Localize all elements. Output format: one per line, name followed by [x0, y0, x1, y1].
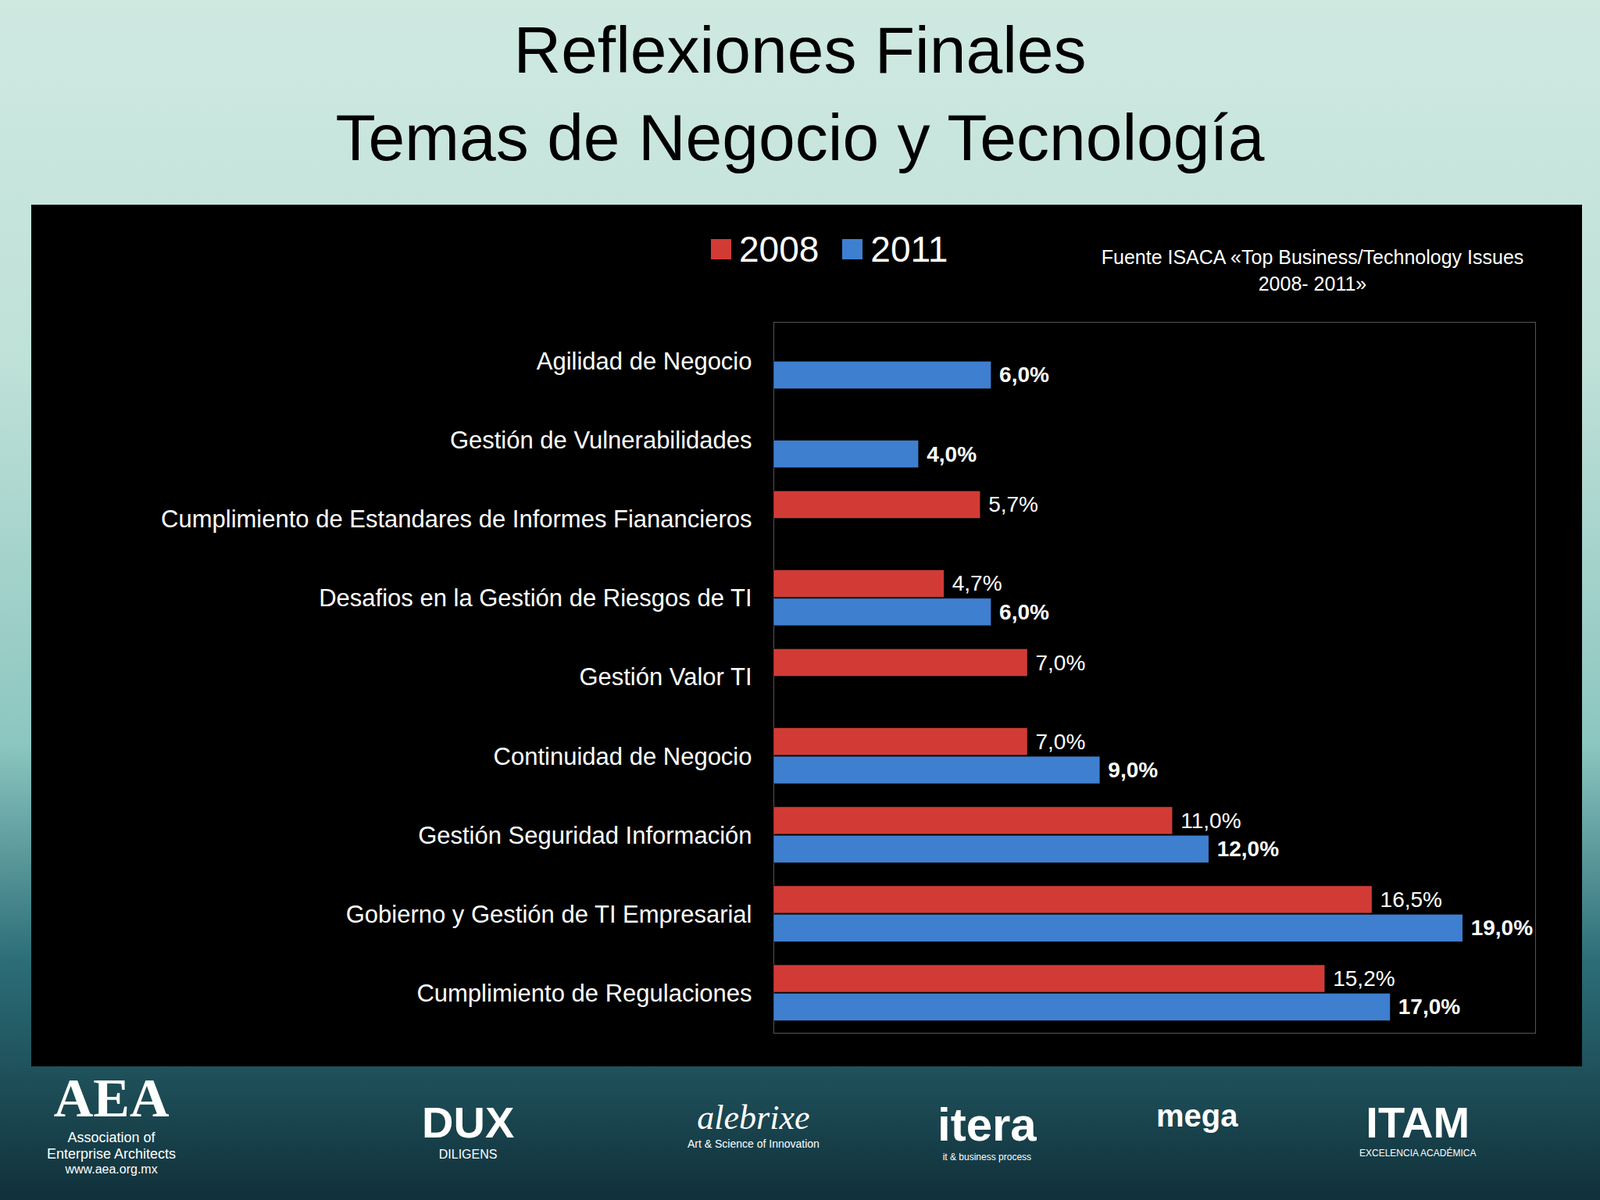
svg-text:7,0%: 7,0%: [1035, 650, 1086, 675]
svg-text:6,0%: 6,0%: [999, 600, 1050, 625]
html-text:AEA: AEA: [53, 1067, 170, 1129]
svg-text:16,5%: 16,5%: [1380, 887, 1443, 912]
html-text:it & business process: it & business process: [942, 1151, 1032, 1163]
html-text:Art & Science of Innovation: Art & Science of Innovation: [687, 1137, 820, 1150]
html-text:Association of: Association of: [67, 1129, 156, 1146]
svg-text:11,0%: 11,0%: [1180, 808, 1241, 833]
html-text:2011: 2011: [870, 228, 948, 270]
svg-text:9,0%: 9,0%: [1107, 757, 1158, 783]
svg-text:Gestión de Vulnerabilidades: Gestión de Vulnerabilidades: [450, 426, 753, 454]
svg-text:6,0%: 6,0%: [999, 362, 1050, 387]
html-text:www.aea.org.mx: www.aea.org.mx: [65, 1162, 158, 1176]
svg-text:Desafios en la Gestión de Ries: Desafios en la Gestión de Riesgos de TI: [318, 584, 752, 612]
html-text:DUX: DUX: [421, 1097, 515, 1147]
html-text:EXCELENCIA ACADÉMICA: EXCELENCIA ACADÉMICA: [1359, 1147, 1477, 1159]
html-text:Temas de Negocio y Tecnología: Temas de Negocio y Tecnología: [335, 100, 1265, 175]
svg-text:Gestión Valor TI: Gestión Valor TI: [578, 663, 752, 691]
svg-text:5,7%: 5,7%: [988, 492, 1039, 517]
html-text:mega: mega: [1156, 1098, 1238, 1133]
html-text:Enterprise Architects: Enterprise Architects: [46, 1146, 176, 1162]
svg-text:15,2%: 15,2%: [1332, 966, 1395, 991]
svg-text:12,0%: 12,0%: [1217, 836, 1279, 861]
html-text:alebrixe: alebrixe: [697, 1098, 810, 1137]
svg-text:Gobierno y Gestión de TI Empre: Gobierno y Gestión de TI Empresarial: [346, 900, 753, 929]
svg-text:4,0%: 4,0%: [926, 442, 977, 467]
svg-text:Cumplimiento de Regulaciones: Cumplimiento de Regulaciones: [416, 979, 752, 1008]
svg-text:Agilidad de Negocio: Agilidad de Negocio: [536, 347, 753, 375]
svg-text:7,0%: 7,0%: [1035, 729, 1086, 754]
svg-text:4,7%: 4,7%: [952, 571, 1003, 596]
html-text:2008: 2008: [739, 228, 819, 270]
html-text:itera: itera: [937, 1098, 1037, 1151]
svg-text:17,0%: 17,0%: [1398, 994, 1461, 1019]
html-text:Reflexiones Finales: Reflexiones Finales: [513, 13, 1087, 87]
svg-text:Gestión Seguridad Información: Gestión Seguridad Información: [417, 821, 752, 850]
svg-text:Cumplimiento de Estandares de: Cumplimiento de Estandares de Informes F…: [160, 505, 752, 533]
html-text:Fuente ISACA «Top Business/Tec: Fuente ISACA «Top Business/Technology Is…: [1101, 246, 1524, 295]
svg-text:19,0%: 19,0%: [1471, 915, 1533, 940]
svg-text:Continuidad de Negocio: Continuidad de Negocio: [493, 742, 753, 771]
html-text:ITAM: ITAM: [1365, 1097, 1470, 1147]
html-text:DILIGENS: DILIGENS: [438, 1147, 498, 1161]
